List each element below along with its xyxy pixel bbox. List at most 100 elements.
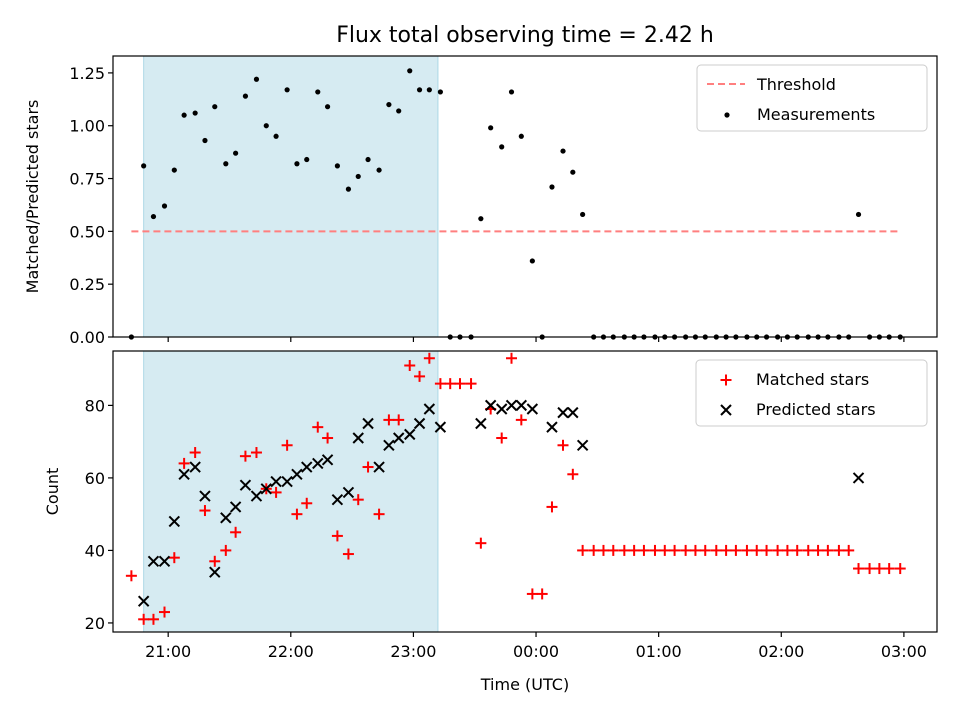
matched-star-point [230,526,242,538]
matched-star-point [659,544,671,556]
measurement-point [284,87,290,93]
predicted-star-point [362,417,374,430]
y-tick-label: 60 [85,469,105,488]
matched-star-point [444,378,456,390]
predicted-star-point [137,595,150,607]
measurement-point [223,161,229,167]
x-b [331,493,344,506]
ratio-axes: 0.00 0.25 0.50 0.75 1.00 1.25 Matched/Predicte… [23,55,938,347]
observing-interval-shade [143,55,439,338]
predicted-star-point [484,399,497,412]
x-b [852,472,865,484]
predicted-star-point [281,475,293,488]
matched-star-point [557,439,569,451]
predicted-star-point [321,454,334,466]
x-tick-label: 02:00 [758,642,804,661]
measurement-point [324,104,331,110]
predicted-star-point [239,479,252,491]
x-b [352,432,364,444]
matched-star-point [883,563,895,575]
predicted-star-point [434,421,447,433]
legend-label: Matched stars [756,370,869,389]
matched-star-point [496,432,508,444]
x-b [312,457,324,470]
x-b [576,439,589,451]
axes-frame [112,55,938,338]
matched-star-point [843,544,855,556]
matched-star-point [597,544,609,556]
predicted-star-point [189,461,201,473]
legend-measurement-swatch [724,112,730,118]
predicted-star-point [413,417,426,430]
x-b [526,403,539,415]
x-b [392,432,405,444]
series-predicted-stars [137,399,865,607]
matched-star-point [699,544,711,556]
measurement-point [171,167,177,173]
matched-star-point [454,378,466,390]
observing-interval-shade [143,350,439,633]
measurement-point [478,216,484,222]
matched-star-point [250,447,262,459]
y-axis-label: Count [43,468,62,516]
predicted-star-point [567,406,579,419]
predicted-star-point [331,493,344,506]
axes-frame [112,350,938,633]
x-b [515,399,528,412]
x-b [505,399,518,412]
matched-star-point [239,450,251,462]
matched-star-point [383,414,395,426]
predicted-star-point [312,457,324,470]
x-axis-label: Time (UTC) [480,675,569,694]
predicted-star-point [404,428,416,441]
predicted-star-point [158,555,171,568]
x-b [495,403,508,415]
predicted-star-point [423,403,436,415]
matched-star-point [159,606,170,618]
measurement-point [192,110,198,116]
matched-star-point [588,544,600,556]
matched-star-point [791,544,803,556]
predicted-star-point [515,399,528,412]
measurement-point [202,137,208,144]
measurement-point [529,258,535,264]
measurement-point [580,211,586,218]
matched-star-point [331,530,343,542]
matched-star-point [833,544,845,556]
y-tick-label: 80 [85,396,105,415]
matched-star-point [515,414,527,426]
matched-star-point [393,414,405,426]
x-b [147,555,160,568]
measurement-point [386,101,392,108]
legend-predicted-swatch [720,404,732,416]
matched-star-point [680,544,692,556]
predicted-star-point [373,461,385,473]
x-b [137,595,150,607]
measurement-point [396,108,402,114]
predicted-star-point [475,417,487,430]
legend-box [696,64,928,132]
measurement-point [253,76,260,82]
legend-label: Predicted stars [756,400,876,419]
chart-title: Flux total observing time = 2.42 h [336,23,714,48]
matched-star-point [322,432,334,444]
matched-star-point [138,613,150,625]
x-b [189,461,201,473]
matched-star-point [147,613,159,625]
predicted-star-point [291,468,303,480]
predicted-star-point [147,555,160,568]
matched-star-point [772,544,784,556]
measurement-point [345,186,352,192]
matched-star-point [475,537,487,549]
matched-star-point [178,457,190,469]
matched-star-point [291,508,303,520]
count-axes: 20 40 60 80 21:00 22:00 23:00 00:00 01:00 02:00 03… [43,350,938,694]
matched-star-point [220,544,232,556]
series-matched-stars [125,352,906,625]
x-b [567,406,579,419]
predicted-star-point [270,475,282,488]
x-b [270,475,282,488]
x-b [168,515,181,528]
predicted-star-point [546,421,558,433]
series-measurements [128,68,903,340]
